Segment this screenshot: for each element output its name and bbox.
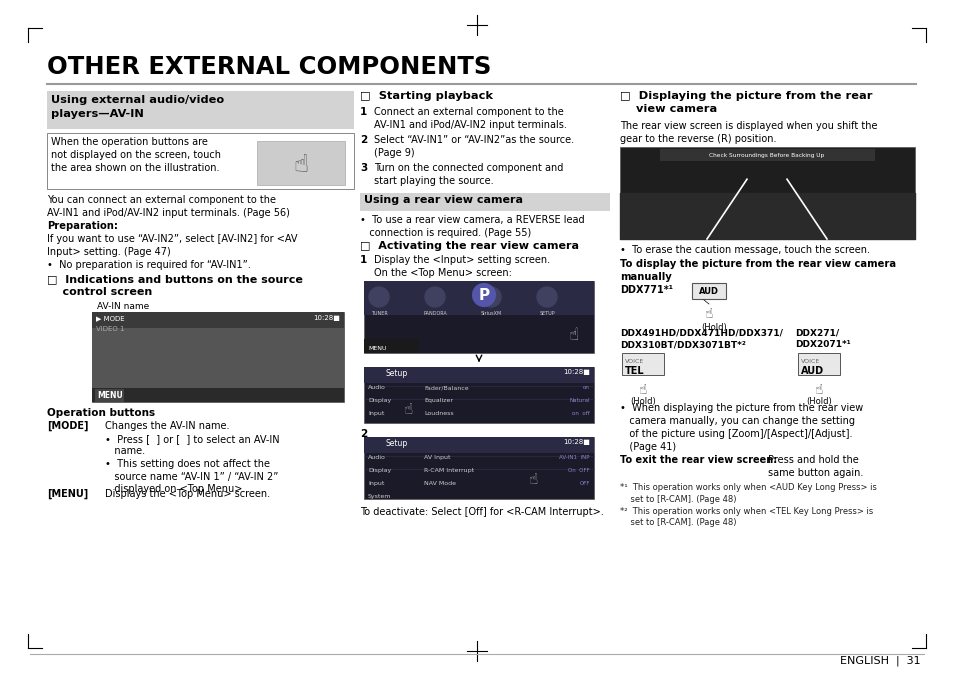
Bar bbox=[619, 147, 914, 239]
Text: TEL: TEL bbox=[624, 366, 644, 376]
Text: □  Starting playback: □ Starting playback bbox=[359, 91, 493, 101]
Bar bbox=[256, 141, 345, 185]
Text: SETUP: SETUP bbox=[538, 311, 555, 316]
Text: ☝: ☝ bbox=[294, 153, 309, 177]
Text: Display: Display bbox=[368, 398, 391, 403]
Text: □  Activating the rear view camera: □ Activating the rear view camera bbox=[359, 241, 578, 251]
Text: •  To use a rear view camera, a REVERSE lead
   connection is required. (Page 55: • To use a rear view camera, a REVERSE l… bbox=[359, 215, 584, 238]
Bar bbox=[91, 388, 344, 402]
Text: ☝: ☝ bbox=[704, 307, 713, 321]
Text: [MENU]: [MENU] bbox=[47, 489, 89, 500]
Text: To deactivate: Select [Off] for <R-CAM Interrupt>.: To deactivate: Select [Off] for <R-CAM I… bbox=[359, 507, 603, 517]
Text: Operation buttons: Operation buttons bbox=[47, 408, 155, 418]
Text: 10:28■: 10:28■ bbox=[313, 315, 339, 321]
Text: DDX771*¹: DDX771*¹ bbox=[619, 285, 672, 295]
Text: Setup: Setup bbox=[386, 369, 408, 378]
Text: Fader/Balance: Fader/Balance bbox=[423, 385, 468, 390]
Circle shape bbox=[369, 287, 389, 307]
Text: DDX271/
DDX2071*¹: DDX271/ DDX2071*¹ bbox=[794, 329, 850, 349]
Text: Using a rear view camera: Using a rear view camera bbox=[364, 195, 522, 205]
Bar bbox=[797, 353, 840, 375]
Text: 1: 1 bbox=[359, 255, 367, 265]
Text: Natural: Natural bbox=[569, 398, 589, 403]
Text: Equalizer: Equalizer bbox=[423, 398, 453, 403]
Text: ▶ MODE: ▶ MODE bbox=[96, 315, 125, 321]
Text: P: P bbox=[478, 287, 489, 302]
Text: ☝: ☝ bbox=[568, 326, 578, 344]
Text: DDX491HD/DDX471HD/DDX371/
DDX310BT/DDX3071BT*²: DDX491HD/DDX471HD/DDX371/ DDX310BT/DDX30… bbox=[619, 329, 782, 349]
Text: Press and hold the
same button again.: Press and hold the same button again. bbox=[767, 455, 862, 478]
Text: Changes the AV-IN name.
•  Press [  ] or [  ] to select an AV-IN
   name.
•  Thi: Changes the AV-IN name. • Press [ ] or [… bbox=[105, 421, 279, 494]
Text: To exit the rear view screen:: To exit the rear view screen: bbox=[619, 455, 780, 465]
Text: R-CAM Interrupt: R-CAM Interrupt bbox=[423, 468, 474, 473]
Text: The rear view screen is displayed when you shift the
gear to the reverse (R) pos: The rear view screen is displayed when y… bbox=[619, 121, 877, 144]
Text: Setup: Setup bbox=[386, 439, 408, 448]
Text: Using external audio/video
players—AV-IN: Using external audio/video players—AV-IN bbox=[51, 95, 224, 118]
Text: 10:28■: 10:28■ bbox=[562, 369, 589, 375]
Text: OTHER EXTERNAL COMPONENTS: OTHER EXTERNAL COMPONENTS bbox=[47, 55, 491, 79]
Text: *¹  This operation works only when <AUD Key Long Press> is
    set to [R-CAM]. (: *¹ This operation works only when <AUD K… bbox=[619, 483, 876, 527]
Text: When the operation buttons are
not displayed on the screen, touch
the area shown: When the operation buttons are not displ… bbox=[51, 137, 221, 174]
Text: To display the picture from the rear view camera
manually: To display the picture from the rear vie… bbox=[619, 259, 895, 282]
Circle shape bbox=[480, 287, 500, 307]
Text: AV-IN name: AV-IN name bbox=[97, 302, 149, 311]
Text: MENU: MENU bbox=[97, 391, 123, 400]
Text: PANDORA: PANDORA bbox=[423, 311, 446, 316]
Text: NAV Mode: NAV Mode bbox=[423, 481, 456, 486]
Text: Display: Display bbox=[368, 468, 391, 473]
Text: MENU: MENU bbox=[368, 346, 386, 351]
Text: on  off: on off bbox=[572, 411, 589, 416]
Text: On  OFF: On OFF bbox=[568, 468, 589, 473]
Bar bbox=[47, 91, 354, 129]
Text: ☝: ☝ bbox=[639, 383, 646, 397]
Text: on: on bbox=[582, 385, 589, 390]
Bar bbox=[47, 133, 354, 189]
Bar bbox=[364, 281, 594, 315]
Bar bbox=[691, 283, 725, 299]
Text: ☝: ☝ bbox=[529, 471, 538, 487]
Bar bbox=[91, 328, 344, 402]
Text: VOICE: VOICE bbox=[801, 359, 820, 364]
Bar bbox=[364, 339, 418, 353]
Bar bbox=[364, 367, 594, 383]
Text: You can connect an external component to the
AV-IN1 and iPod/AV-IN2 input termin: You can connect an external component to… bbox=[47, 195, 290, 218]
Text: •  To erase the caution message, touch the screen.: • To erase the caution message, touch th… bbox=[619, 245, 869, 255]
Text: ENGLISH  |  31: ENGLISH | 31 bbox=[839, 656, 920, 666]
Text: Connect an external component to the
AV-IN1 and iPod/AV-IN2 input terminals.: Connect an external component to the AV-… bbox=[374, 107, 566, 130]
Text: SiriusXM: SiriusXM bbox=[480, 311, 501, 316]
Bar bbox=[359, 193, 609, 211]
Text: [MODE]: [MODE] bbox=[47, 421, 89, 431]
Text: VOICE: VOICE bbox=[624, 359, 643, 364]
Text: (Hold): (Hold) bbox=[700, 323, 726, 332]
Text: Loudness: Loudness bbox=[423, 411, 453, 416]
Text: 2: 2 bbox=[359, 135, 367, 145]
Bar bbox=[91, 312, 344, 328]
Bar bbox=[659, 149, 874, 161]
Text: ☝: ☝ bbox=[404, 402, 414, 416]
Text: System: System bbox=[368, 494, 391, 499]
Text: 3: 3 bbox=[359, 163, 367, 173]
Text: (Hold): (Hold) bbox=[630, 397, 655, 406]
Circle shape bbox=[424, 287, 444, 307]
Text: AV-IN1  INP: AV-IN1 INP bbox=[558, 455, 589, 460]
Text: Preparation:: Preparation: bbox=[47, 221, 118, 231]
Bar bbox=[91, 312, 344, 402]
Text: •  When displaying the picture from the rear view
   camera manually, you can ch: • When displaying the picture from the r… bbox=[619, 403, 862, 452]
Text: (Hold): (Hold) bbox=[805, 397, 831, 406]
Text: Displays the <Top Menu> screen.: Displays the <Top Menu> screen. bbox=[105, 489, 270, 499]
Text: ☝: ☝ bbox=[814, 383, 822, 397]
Text: Input: Input bbox=[368, 411, 384, 416]
Text: 2: 2 bbox=[359, 429, 367, 439]
Bar bbox=[364, 437, 594, 499]
Text: TUNER: TUNER bbox=[370, 311, 387, 316]
Text: VIDEO 1: VIDEO 1 bbox=[96, 326, 125, 332]
Circle shape bbox=[537, 287, 557, 307]
Text: Check Surroundings Before Backing Up: Check Surroundings Before Backing Up bbox=[709, 153, 823, 158]
Text: 10:28■: 10:28■ bbox=[562, 439, 589, 445]
Text: AV Input: AV Input bbox=[423, 455, 450, 460]
Text: 1: 1 bbox=[359, 107, 367, 117]
Text: Audio: Audio bbox=[368, 385, 385, 390]
Text: Select “AV-IN1” or “AV-IN2”as the source.
(Page 9): Select “AV-IN1” or “AV-IN2”as the source… bbox=[374, 135, 574, 158]
Text: Input: Input bbox=[368, 481, 384, 486]
Text: If you want to use “AV-IN2”, select [AV-IN2] for <AV
Input> setting. (Page 47)
•: If you want to use “AV-IN2”, select [AV-… bbox=[47, 234, 297, 270]
